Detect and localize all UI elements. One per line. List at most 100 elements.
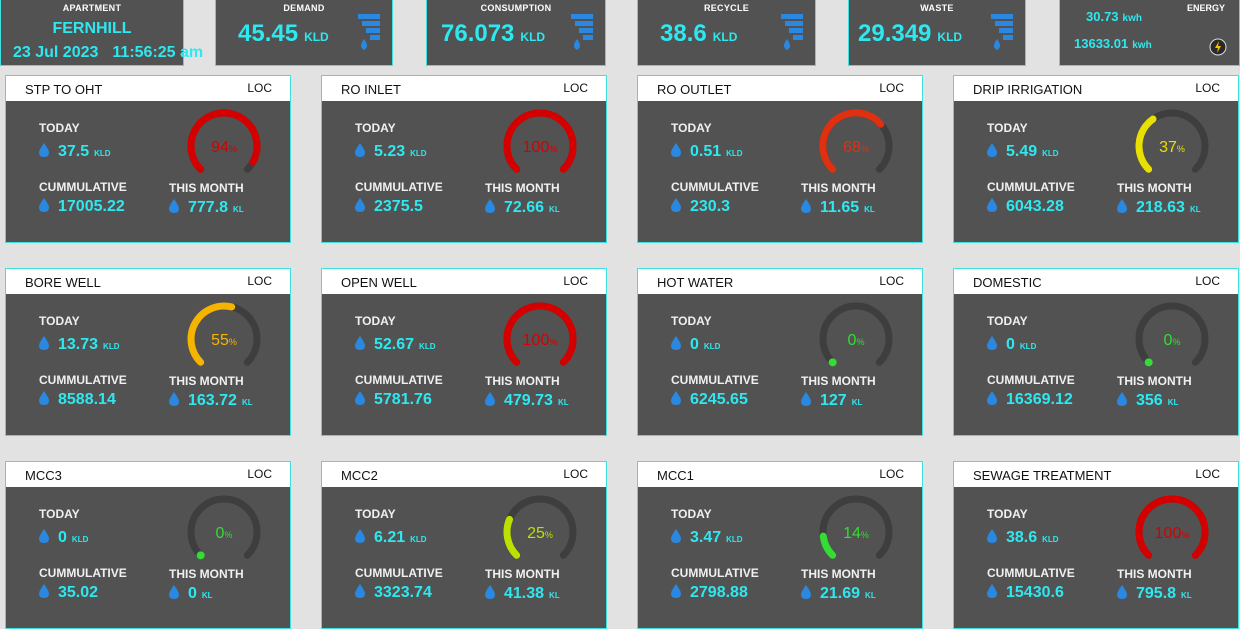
- today-number: 3.47: [690, 529, 722, 546]
- cumulative-label: CUMMULATIVE: [39, 373, 127, 387]
- card-title: STP TO OHT: [25, 82, 103, 97]
- gauge-value-arc: [503, 302, 577, 366]
- month-value: 356 KL: [1117, 392, 1178, 410]
- loc-label: LOC: [563, 467, 588, 481]
- month-label: THIS MONTH: [485, 181, 560, 195]
- demand-card: DEMAND 45.45 KLD: [215, 0, 393, 66]
- gauge-percent-number: 0: [848, 332, 857, 349]
- month-value: 127 KL: [801, 392, 862, 410]
- month-number: 21.69: [820, 585, 861, 602]
- consumption-label: CONSUMPTION: [480, 3, 552, 13]
- gauge-value-arc: [196, 551, 205, 560]
- card-title: RO INLET: [341, 82, 401, 97]
- card-header: DOMESTIC LOC: [954, 269, 1238, 294]
- cumulative-value: 6245.65: [671, 391, 748, 409]
- today-value: 6.21 KLD: [355, 529, 427, 547]
- today-label: TODAY: [355, 314, 396, 328]
- gauge-percent-sign: %: [1181, 530, 1189, 540]
- loc-label: LOC: [563, 274, 588, 288]
- waste-unit: KLD: [937, 30, 963, 44]
- month-value: 163.72 KL: [169, 392, 253, 410]
- energy-card: ENERGY 30.73 kwh 13633.01 kwh: [1059, 0, 1240, 66]
- kld-unit: KLD: [703, 342, 721, 351]
- demand-label: DEMAND: [283, 3, 325, 13]
- cumulative-value: 15430.6: [987, 584, 1064, 602]
- water-tap-icon: [781, 14, 803, 50]
- demand-value: 45.45 KLD: [238, 20, 329, 48]
- cumulative-label: CUMMULATIVE: [987, 180, 1075, 194]
- card-title: MCC2: [341, 468, 378, 483]
- gauge-percent-text: 37%: [1159, 139, 1185, 156]
- gauge-percent-text: 100%: [1155, 525, 1190, 542]
- meter-card: SEWAGE TREATMENT LOC TODAY 38.6 KLD CUMMU…: [953, 461, 1239, 629]
- cumulative-value: 17005.22: [39, 198, 125, 216]
- gauge-value-arc: [1135, 115, 1157, 173]
- consumption-unit: KLD: [520, 30, 546, 44]
- meter-card: MCC2 LOC TODAY 6.21 KLD CUMMULATIVE 3323.…: [321, 461, 607, 629]
- today-number: 38.6: [1006, 529, 1038, 546]
- gauge-percent-sign: %: [1172, 337, 1180, 347]
- today-value: 37.5 KLD: [39, 143, 111, 161]
- gauge-percent-number: 0: [1164, 332, 1173, 349]
- meter-card: RO OUTLET LOC TODAY 0.51 KLD CUMMULATIVE …: [637, 75, 923, 243]
- loc-label: LOC: [879, 81, 904, 95]
- kld-unit: KLD: [726, 535, 743, 544]
- energy-label: ENERGY: [1186, 3, 1225, 13]
- today-label: TODAY: [671, 314, 712, 328]
- card-title: MCC1: [657, 468, 694, 483]
- gauge-percent-number: 100: [523, 139, 550, 156]
- cumulative-value: 230.3: [671, 198, 730, 216]
- today-label: TODAY: [671, 121, 712, 135]
- meter-card: OPEN WELL LOC TODAY 52.67 KLD CUMMULATIVE…: [321, 268, 607, 436]
- month-number: 479.73: [504, 392, 553, 409]
- cumulative-value: 35.02: [39, 584, 98, 602]
- kld-unit: KLD: [419, 342, 436, 351]
- demand-number: 45.45: [238, 20, 299, 47]
- month-value: 41.38 KL: [485, 585, 560, 603]
- gauge-percent-text: 0%: [1164, 332, 1181, 349]
- gauge-percent-number: 100: [523, 332, 550, 349]
- today-value: 38.6 KLD: [987, 529, 1059, 547]
- month-value: 479.73 KL: [485, 392, 569, 410]
- month-label: THIS MONTH: [801, 567, 876, 581]
- today-number: 37.5: [58, 143, 90, 160]
- today-label: TODAY: [987, 314, 1028, 328]
- today-value: 3.47 KLD: [671, 529, 743, 547]
- gauge-percent-text: 100%: [523, 332, 558, 349]
- apartment-card: APARTMENT FERNHILL 23 Jul 2023 11:56:25 a…: [0, 0, 203, 66]
- month-number: 0: [188, 585, 197, 602]
- card-header: MCC3 LOC: [6, 462, 290, 487]
- percentage-gauge: 100%: [503, 302, 577, 366]
- gauge-percent-text: 14%: [843, 525, 869, 542]
- gauge-percent-text: 0%: [216, 525, 233, 542]
- month-number: 795.8: [1136, 585, 1177, 602]
- meter-card: STP TO OHT LOC TODAY 37.5 KLD CUMMULATIVE…: [5, 75, 291, 243]
- gauge-percent-sign: %: [224, 530, 232, 540]
- today-value: 0.51 KLD: [671, 143, 743, 161]
- gauge-value-arc: [819, 109, 885, 173]
- month-label: THIS MONTH: [801, 374, 876, 388]
- card-title: DRIP IRRIGATION: [973, 82, 1083, 97]
- card-header: BORE WELL LOC: [6, 269, 290, 294]
- waste-label: WASTE: [920, 3, 954, 13]
- gauge-percent-number: 0: [216, 525, 225, 542]
- meter-card: BORE WELL LOC TODAY 13.73 KLD CUMMULATIVE…: [5, 268, 291, 436]
- cumulative-value: 3323.74: [355, 584, 432, 602]
- loc-label: LOC: [1195, 81, 1220, 95]
- card-header: MCC1 LOC: [638, 462, 922, 487]
- month-number: 777.8: [188, 199, 229, 216]
- percentage-gauge: 37%: [1135, 109, 1209, 173]
- kl-unit: KL: [557, 398, 569, 407]
- gauge-percent-sign: %: [861, 530, 869, 540]
- card-title: SEWAGE TREATMENT: [973, 468, 1112, 483]
- energy-meter-icon: [1209, 38, 1227, 56]
- cumulative-number: 3323.74: [374, 584, 432, 601]
- meter-card: MCC3 LOC TODAY 0 KLD CUMMULATIVE 35.02 TH…: [5, 461, 291, 629]
- month-value: 218.63 KL: [1117, 199, 1201, 217]
- card-header: STP TO OHT LOC: [6, 76, 290, 101]
- month-value: 777.8 KL: [169, 199, 244, 217]
- cumulative-label: CUMMULATIVE: [671, 566, 759, 580]
- gauge-percent-text: 25%: [527, 525, 553, 542]
- month-label: THIS MONTH: [485, 374, 560, 388]
- today-number: 13.73: [58, 336, 99, 353]
